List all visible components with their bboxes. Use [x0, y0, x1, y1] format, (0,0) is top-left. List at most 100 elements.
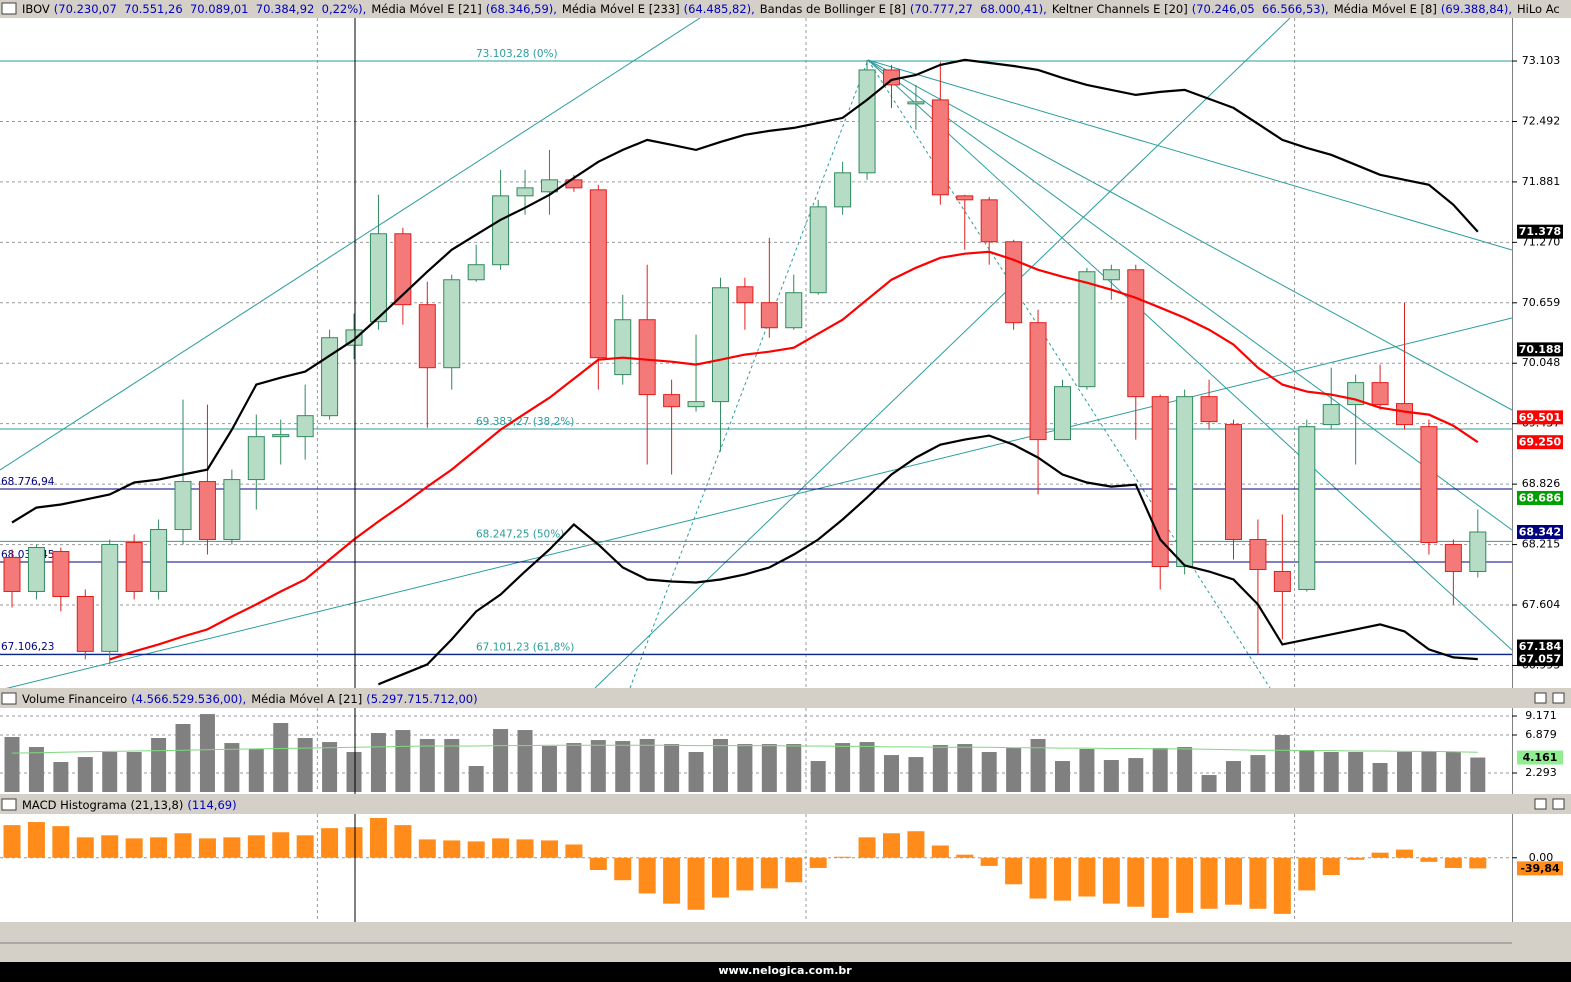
candle-body: [516, 187, 534, 197]
candle-body: [1005, 241, 1023, 324]
candle-body: [3, 557, 21, 592]
legend-value: (64.485,82),: [684, 2, 755, 16]
candle-body: [1127, 269, 1145, 398]
bar: [835, 743, 851, 792]
bar: [467, 841, 485, 858]
candle-body: [834, 172, 852, 208]
bar: [174, 833, 192, 858]
legend-value: (70.230,07 70.551,26 70.089,01 70.384,92…: [54, 2, 367, 16]
bar: [1347, 857, 1365, 860]
bar: [126, 751, 142, 792]
bar: [1299, 750, 1315, 792]
bar: [1053, 857, 1071, 901]
candle-body: [663, 394, 681, 408]
bar: [395, 730, 411, 792]
legend-value: (69.388,84),: [1441, 2, 1512, 16]
price-badge-label: 71.378: [1519, 225, 1561, 238]
legend-value: (114,69): [187, 798, 236, 812]
bar: [957, 744, 973, 792]
footer-text: www.nelogica.com.br: [718, 964, 852, 977]
price-plot: 73.103,28 (0%) 69.383,27 (38,2%) 68.247,25…: [0, 18, 1512, 688]
bar: [1201, 775, 1217, 792]
bar: [931, 845, 949, 858]
candle-body: [1396, 403, 1414, 426]
indicator-line: [11, 58, 1479, 524]
y-tick-label: 2.293: [1525, 766, 1557, 779]
bar: [566, 743, 582, 792]
fib-label: 73.103,28 (0%): [476, 48, 558, 60]
bar: [77, 757, 93, 792]
candle-body: [443, 279, 461, 369]
legend-name: IBOV: [22, 2, 50, 16]
close-button[interactable]: [1552, 798, 1565, 810]
y-tick-label: 73.103: [1522, 54, 1561, 67]
candle-body: [687, 401, 705, 408]
legend-name: Keltner Channels E [20]: [1052, 2, 1188, 16]
candle-body: [760, 302, 778, 329]
trend-line: [867, 59, 1512, 531]
bar: [492, 838, 510, 858]
trend-line: [867, 59, 1271, 688]
bar: [932, 745, 948, 792]
bar: [1103, 760, 1119, 792]
candle-body: [394, 233, 412, 306]
legend-name: Média Móvel E [233]: [562, 2, 680, 16]
price-badge-label: -39,84: [1520, 862, 1560, 875]
candle-body: [198, 481, 216, 541]
restore-button[interactable]: [1534, 692, 1547, 704]
bar: [1029, 857, 1047, 899]
bar: [663, 857, 681, 904]
bar: [858, 837, 876, 858]
bar: [199, 714, 215, 792]
bar: [296, 835, 314, 858]
bar: [614, 857, 632, 881]
legend-value: (5.297.715.712,00): [366, 692, 477, 706]
bar: [883, 755, 899, 792]
candle-body: [785, 292, 803, 329]
y-tick-label: 0.00: [1529, 851, 1554, 864]
trend-line: [6, 317, 1512, 688]
bar: [418, 839, 436, 858]
bar: [834, 856, 852, 858]
bar: [370, 733, 386, 792]
y-tick-label: 70.659: [1522, 296, 1561, 309]
bar: [687, 857, 705, 910]
candle-body: [467, 264, 485, 281]
candle-body: [52, 550, 70, 597]
bar: [1226, 761, 1241, 792]
price-badge: [1517, 490, 1563, 505]
bar: [346, 751, 362, 792]
legend-value: (70.777,27 68.000,41),: [910, 2, 1047, 16]
bar: [907, 831, 925, 858]
candle-body: [540, 179, 558, 193]
price-badge: [1517, 435, 1563, 450]
bar: [1006, 748, 1022, 792]
price-badge-label: 68.342: [1519, 525, 1561, 538]
bar: [859, 742, 875, 792]
restore-button[interactable]: [1534, 798, 1547, 810]
candle-body: [1102, 269, 1120, 281]
candle-body: [296, 415, 314, 438]
bar: [125, 838, 143, 858]
bar: [712, 738, 728, 792]
candle-body: [1176, 396, 1194, 568]
bar: [101, 835, 119, 858]
trend-line: [629, 59, 869, 688]
bar: [1151, 857, 1169, 918]
candle-body: [1200, 396, 1218, 423]
bar: [297, 737, 313, 792]
bar: [150, 837, 168, 858]
bar: [322, 742, 338, 792]
price-badge: [1517, 410, 1563, 425]
bar: [1322, 857, 1340, 876]
bar: [638, 857, 656, 894]
close-button[interactable]: [1552, 692, 1565, 704]
price-badge: [1517, 652, 1563, 667]
bar: [1420, 857, 1438, 862]
axis-border: [1512, 18, 1513, 922]
bar: [1273, 857, 1291, 914]
candle-body: [1151, 396, 1169, 568]
bar: [809, 857, 827, 868]
